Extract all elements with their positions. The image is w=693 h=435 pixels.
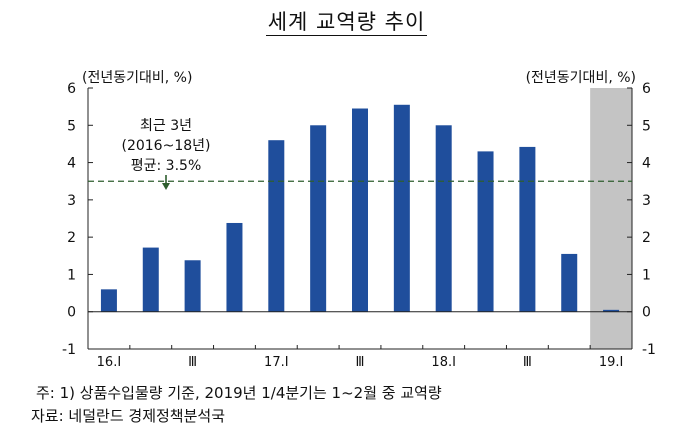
x-tick-label: 18.Ⅰ bbox=[431, 355, 456, 370]
y-tick-label-right: 3 bbox=[642, 193, 651, 209]
x-tick-label: 17.Ⅰ bbox=[264, 355, 289, 370]
x-tick-label: Ⅲ bbox=[356, 355, 365, 370]
y-tick-label-right: 2 bbox=[642, 230, 651, 246]
x-tick-label: 19.Ⅰ bbox=[599, 355, 624, 370]
y-tick-label-left: 2 bbox=[67, 230, 76, 246]
y-tick-label-left: 1 bbox=[67, 267, 76, 283]
y-tick-label-left: 4 bbox=[67, 156, 76, 172]
y-tick-label-right: 0 bbox=[642, 305, 651, 321]
annotation-arrow-head bbox=[162, 183, 170, 190]
chart-title: 세계 교역량 추이 bbox=[0, 6, 693, 36]
y-tick-label-right: 1 bbox=[642, 267, 651, 283]
shaded-period-region bbox=[590, 88, 632, 349]
y-tick-label-left: -1 bbox=[62, 342, 76, 358]
y-tick-label-left: 0 bbox=[67, 305, 76, 321]
chart-title-text: 세계 교역량 추이 bbox=[265, 10, 428, 36]
x-tick-label: Ⅲ bbox=[523, 355, 532, 370]
annotation-line: 평균: 3.5% bbox=[131, 158, 202, 174]
x-tick-label: Ⅲ bbox=[188, 355, 197, 370]
bar bbox=[393, 104, 410, 312]
y-tick-label-right: -1 bbox=[642, 342, 656, 358]
bar bbox=[477, 151, 494, 312]
footnote-source-basis: 주: 1) 상품수입물량 기준, 2019년 1/4분기는 1~2월 중 교역량 bbox=[36, 384, 442, 402]
bar bbox=[435, 125, 452, 312]
bar bbox=[184, 260, 201, 312]
y-axis-label-left: (전년동기대비, %) bbox=[82, 70, 192, 86]
y-tick-label-right: 6 bbox=[642, 81, 651, 97]
x-tick-label: 16.Ⅰ bbox=[97, 355, 122, 370]
y-tick-label-left: 5 bbox=[67, 118, 76, 134]
bar bbox=[310, 125, 327, 312]
y-tick-label-left: 6 bbox=[67, 81, 76, 97]
bar bbox=[268, 140, 285, 312]
annotation-line: (2016~18년) bbox=[122, 138, 211, 154]
y-tick-label-right: 4 bbox=[642, 156, 651, 172]
footnote-data-source: 자료: 네덜란드 경제정책분석국 bbox=[31, 407, 225, 425]
y-tick-label-right: 5 bbox=[642, 118, 651, 134]
bar bbox=[142, 247, 159, 312]
bar bbox=[603, 309, 620, 312]
y-tick-label-left: 3 bbox=[67, 193, 76, 209]
bar bbox=[226, 222, 243, 312]
chart-plot: -1 -1 0 0 1 1 2 2 3 3 4 4 5 5 6 6 16.Ⅰ Ⅲ 17.Ⅰ Ⅲ 18.Ⅰ Ⅲ 19.Ⅰ (전년… bbox=[62, 70, 656, 370]
bar bbox=[352, 108, 368, 312]
bar bbox=[519, 146, 536, 312]
bar bbox=[561, 253, 578, 312]
y-axis-label-right: (전년동기대비, %) bbox=[526, 70, 636, 86]
annotation-line: 최근 3년 bbox=[140, 118, 192, 134]
bar bbox=[100, 289, 117, 312]
